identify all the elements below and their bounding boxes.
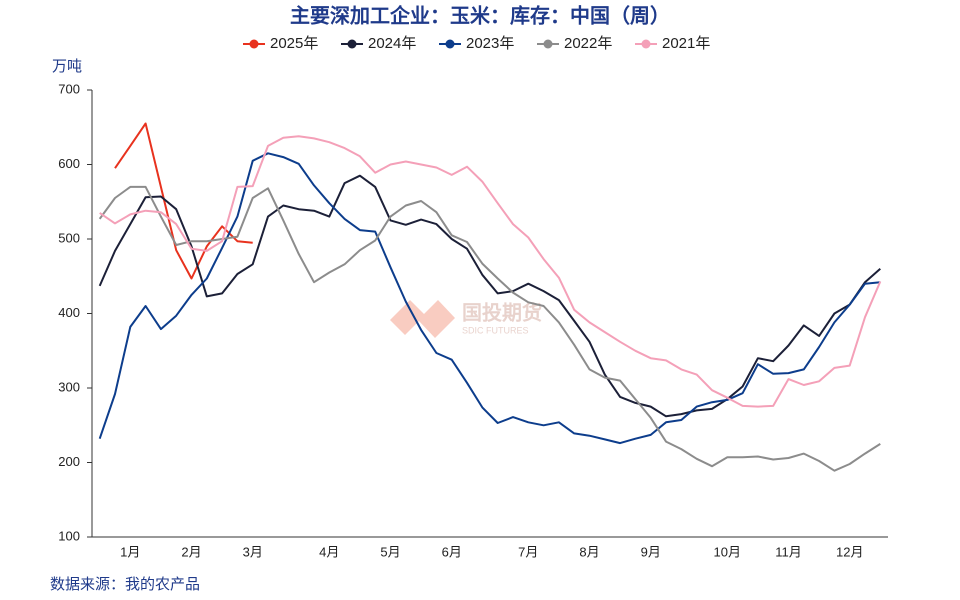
x-tick-label: 5月 [380, 544, 400, 559]
legend-marker [445, 39, 455, 49]
x-tick-label: 4月 [319, 544, 339, 559]
watermark-text: 国投期货 [462, 300, 542, 324]
y-tick-label: 300 [58, 379, 80, 394]
y-tick-label: 400 [58, 305, 80, 320]
legend-marker [249, 39, 259, 49]
series-line [98, 174, 881, 418]
y-tick-label: 100 [58, 528, 80, 543]
legend-marker [347, 39, 357, 49]
x-tick-label: 6月 [442, 544, 462, 559]
x-tick-label: 3月 [243, 544, 263, 559]
legend-marker [641, 39, 651, 49]
watermark-logo [390, 300, 455, 338]
y-tick-label: 700 [58, 81, 80, 96]
legend-label: 2021年 [662, 35, 710, 52]
series-line [114, 122, 253, 280]
legend-label: 2022年 [564, 35, 612, 52]
y-tick-label: 600 [58, 156, 80, 171]
chart-title: 主要深加工企业：玉米：库存：中国（周） [290, 3, 670, 27]
series-line [98, 152, 881, 445]
x-tick-label: 12月 [836, 544, 863, 559]
x-tick-label: 9月 [641, 544, 661, 559]
legend-marker [543, 39, 553, 49]
x-tick-label: 7月 [518, 544, 538, 559]
legend-label: 2023年 [466, 35, 514, 52]
x-tick-label: 8月 [579, 544, 599, 559]
watermark: 国投期货 SDIC FUTURES [390, 300, 542, 338]
source-note: 数据来源：我的农产品 [50, 576, 200, 593]
x-tick-label: 1月 [120, 544, 140, 559]
series-line [98, 185, 881, 472]
y-tick-label: 500 [58, 230, 80, 245]
legend-label: 2025年 [270, 35, 318, 52]
y-tick-label: 200 [58, 454, 80, 469]
watermark-subtext: SDIC FUTURES [462, 325, 529, 335]
x-tick-label: 11月 [775, 544, 802, 559]
series-line [99, 135, 882, 408]
legend-label: 2024年 [368, 35, 416, 52]
x-tick-label: 2月 [181, 544, 201, 559]
y-axis-label: 万吨 [52, 58, 82, 75]
x-tick-label: 10月 [714, 544, 741, 559]
